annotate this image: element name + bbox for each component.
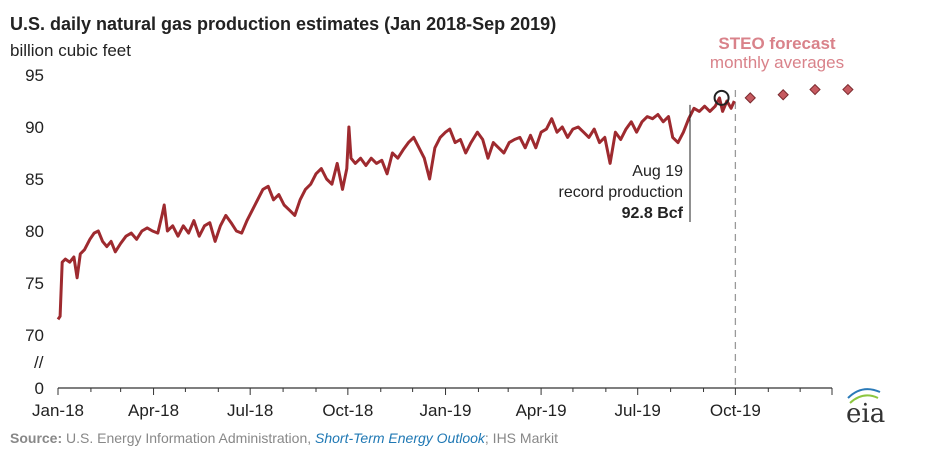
- x-tick-label: Jan-18: [32, 401, 84, 420]
- x-tick-label: Oct-19: [710, 401, 761, 420]
- x-tick-label: Oct-18: [322, 401, 373, 420]
- source-text2: ; IHS Markit: [485, 430, 558, 446]
- source-text1: U.S. Energy Information Administration,: [62, 430, 315, 446]
- eia-logo: eia: [846, 388, 885, 429]
- source-label: Source:: [10, 430, 62, 446]
- source-note: Source: U.S. Energy Information Administ…: [10, 430, 558, 446]
- x-axis: Jan-18 Apr-18 Jul-18 Oct-18 Jan-19 Apr-19 Jul-…: [32, 387, 833, 420]
- x-tick-label: Jul-18: [227, 401, 273, 420]
- annotation-line3: 92.8 Bcf: [622, 205, 684, 222]
- y-axis-ticks: 95 90 85 80 75 70 0: [25, 66, 44, 398]
- x-tick-label: Jul-19: [615, 401, 661, 420]
- forecast-diamond: [842, 83, 854, 96]
- y-tick-label: 70: [25, 326, 44, 345]
- annotation-line2: record production: [558, 184, 683, 201]
- forecast-title: STEO forecast: [718, 34, 835, 53]
- forecast-diamond: [744, 92, 756, 104]
- y-tick-label: 90: [25, 118, 44, 137]
- series-layer: [56, 83, 854, 321]
- y-tick-label: 80: [25, 222, 44, 241]
- forecast-diamond: [809, 83, 821, 96]
- chart-title: U.S. daily natural gas production estima…: [10, 14, 556, 34]
- x-tick-label: Jan-19: [420, 401, 472, 420]
- y-axis-break: //: [34, 353, 44, 372]
- logo-text: eia: [846, 399, 885, 429]
- annotation-line1: Aug 19: [632, 163, 683, 180]
- forecast-subtitle: monthly averages: [710, 53, 844, 72]
- record-marker: [713, 89, 730, 106]
- x-tick-label: Apr-19: [516, 401, 567, 420]
- y-axis-units: billion cubic feet: [10, 41, 131, 60]
- y-tick-label: 75: [25, 274, 44, 293]
- record-annotation: Aug 19 record production 92.8 Bcf: [558, 89, 730, 222]
- logo-arc-blue: [847, 388, 881, 399]
- y-tick-label: 85: [25, 170, 44, 189]
- x-tick-label: Apr-18: [128, 401, 179, 420]
- y-tick-label: 0: [35, 379, 44, 398]
- y-tick-label: 95: [25, 66, 44, 85]
- forecast-diamond: [777, 89, 789, 101]
- logo-arc-green: [849, 394, 879, 404]
- production-line: [56, 96, 736, 321]
- source-link[interactable]: Short-Term Energy Outlook: [315, 430, 486, 446]
